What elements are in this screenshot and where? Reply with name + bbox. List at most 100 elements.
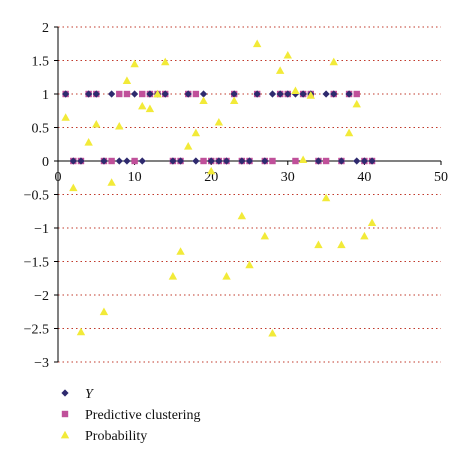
legend-label: Probability xyxy=(85,429,147,444)
triangle-point xyxy=(237,211,247,220)
triangle-point xyxy=(138,101,147,110)
triangle-point xyxy=(367,218,377,226)
triangle-point xyxy=(199,96,208,105)
y-tick-label: 1.5 xyxy=(32,55,50,70)
y-tick-label: 1 xyxy=(42,88,49,103)
triangle-point xyxy=(298,155,308,164)
square-point xyxy=(123,90,131,98)
diamond-point xyxy=(261,157,269,165)
diamond-point xyxy=(299,90,307,98)
x-tick-label: 30 xyxy=(281,170,295,185)
diamond-point xyxy=(138,157,146,165)
triangle-point xyxy=(214,117,224,126)
diamond-point xyxy=(222,157,231,165)
legend-square-icon xyxy=(61,410,69,418)
y-tick-label: −1 xyxy=(34,222,49,237)
diamond-point xyxy=(253,90,261,98)
triangle-point xyxy=(291,86,300,95)
diamond-point xyxy=(123,157,131,165)
diamond-point xyxy=(184,90,192,98)
diamond-point xyxy=(176,157,185,165)
triangle-point xyxy=(344,128,354,137)
diamond-point xyxy=(161,90,169,98)
diamond-point xyxy=(69,157,77,165)
triangle-point xyxy=(222,272,231,280)
y-tick-label: −3 xyxy=(34,356,49,371)
x-tick-label: 40 xyxy=(357,170,371,185)
triangle-point xyxy=(352,99,361,108)
triangle-point xyxy=(283,50,292,59)
legend: Y Predictive clustering Probability xyxy=(60,387,200,444)
x-tick-label: 10 xyxy=(128,170,142,185)
diamond-point xyxy=(192,157,200,165)
y-tick-label: 0 xyxy=(42,155,49,170)
square-point xyxy=(139,90,146,98)
triangle-point xyxy=(268,328,277,337)
triangle-point xyxy=(252,39,262,48)
diamond-point xyxy=(337,157,346,165)
square-point xyxy=(269,157,276,165)
diamond-point xyxy=(100,157,108,165)
diamond-point xyxy=(368,157,376,165)
square-point xyxy=(131,157,138,165)
y-tick-label: 0.5 xyxy=(32,122,50,137)
diamond-point xyxy=(131,90,139,98)
diamond-point xyxy=(215,157,223,165)
grid-lines xyxy=(58,26,441,363)
square-point xyxy=(200,157,207,165)
triangle-point xyxy=(329,57,338,66)
tick-labels: 21.510.50−0.5−1−1.5−2−2.5−30 10 20 30 40 50 xyxy=(24,21,448,371)
triangle-point xyxy=(168,272,178,280)
legend-label: Predictive clustering xyxy=(85,408,200,423)
triangle-point xyxy=(61,113,70,121)
diamond-point xyxy=(238,157,246,165)
y-tick-label: −1.5 xyxy=(24,256,49,271)
triangle-point xyxy=(229,96,239,105)
series-triangle xyxy=(61,39,377,337)
square-point xyxy=(116,90,123,98)
diamond-point xyxy=(345,90,353,98)
square-point xyxy=(322,157,330,165)
triangle-point xyxy=(321,193,331,202)
y-tick-label: −2.5 xyxy=(24,323,49,338)
triangle-point xyxy=(360,231,369,240)
diamond-point xyxy=(360,157,368,165)
triangle-point xyxy=(153,89,162,98)
triangle-point xyxy=(184,142,193,150)
triangle-point xyxy=(76,327,86,336)
triangle-point xyxy=(191,128,201,137)
y-tick-label: −0.5 xyxy=(24,189,49,204)
diamond-point xyxy=(230,90,238,98)
diamond-point xyxy=(276,90,284,98)
triangle-point xyxy=(115,121,124,130)
triangle-point xyxy=(260,231,270,240)
diamond-point xyxy=(108,90,116,98)
diamond-point xyxy=(322,90,330,98)
square-point xyxy=(108,157,115,165)
diamond-point xyxy=(77,157,85,165)
diamond-point xyxy=(207,157,215,165)
square-point xyxy=(353,90,360,98)
triangle-point xyxy=(161,57,170,66)
triangle-point xyxy=(84,138,93,146)
diamond-point xyxy=(199,90,208,98)
triangle-point xyxy=(275,66,285,74)
legend-triangle-icon xyxy=(60,430,70,439)
diamond-point xyxy=(85,90,93,98)
diamond-point xyxy=(245,157,254,165)
x-tick-label: 50 xyxy=(434,170,448,185)
diamond-point xyxy=(268,90,277,98)
data-points xyxy=(61,39,377,337)
diamond-point xyxy=(92,90,100,98)
diamond-point xyxy=(314,157,323,165)
square-point xyxy=(192,90,200,98)
x-tick-label: 0 xyxy=(55,170,62,185)
y-tick-label: −2 xyxy=(34,289,49,304)
diamond-point xyxy=(353,157,361,165)
diamond-point xyxy=(169,157,177,165)
triangle-point xyxy=(306,91,315,99)
diamond-point xyxy=(146,90,154,98)
triangle-point xyxy=(314,240,323,249)
triangle-point xyxy=(337,240,346,249)
